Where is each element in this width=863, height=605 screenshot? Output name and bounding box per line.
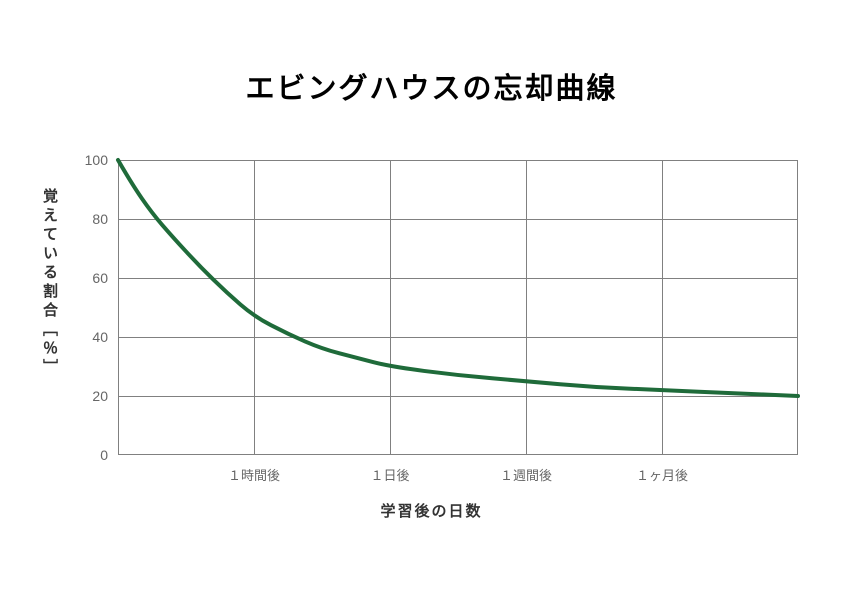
x-axis-label: 学習後の日数 xyxy=(0,500,863,521)
curve-svg xyxy=(118,160,798,455)
y-tick-label: 60 xyxy=(48,270,108,286)
y-tick-label: 20 xyxy=(48,388,108,404)
y-tick-label: 80 xyxy=(48,211,108,227)
x-tick-label: １時間後 xyxy=(228,465,280,484)
y-tick-label: 0 xyxy=(48,447,108,463)
x-tick-label: １週間後 xyxy=(500,465,552,484)
chart-plot-area: 020406080100 １時間後１日後１週間後１ヶ月後 xyxy=(118,160,798,455)
forgetting-curve-line xyxy=(118,160,798,396)
y-tick-label: 40 xyxy=(48,329,108,345)
x-tick-label: １日後 xyxy=(370,465,409,484)
chart-title: エビングハウスの忘却曲線 xyxy=(0,65,863,107)
y-tick-label: 100 xyxy=(48,152,108,168)
x-tick-label: １ヶ月後 xyxy=(636,465,688,484)
